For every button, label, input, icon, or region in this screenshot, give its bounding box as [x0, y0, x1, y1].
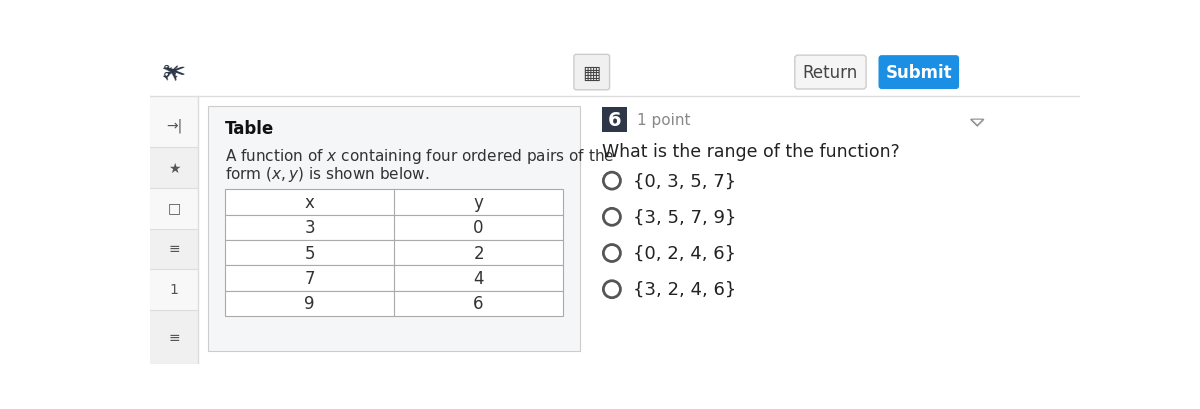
FancyBboxPatch shape	[574, 55, 610, 90]
Text: y: y	[474, 193, 484, 211]
Text: →|: →|	[166, 119, 182, 133]
Text: form $(x, y)$ is shown below.: form $(x, y)$ is shown below.	[226, 165, 430, 184]
Text: {3, 5, 7, 9}: {3, 5, 7, 9}	[632, 208, 737, 226]
FancyBboxPatch shape	[150, 270, 198, 310]
Text: 9: 9	[305, 295, 314, 313]
FancyBboxPatch shape	[878, 56, 959, 90]
FancyBboxPatch shape	[794, 56, 866, 90]
FancyBboxPatch shape	[150, 97, 198, 364]
Text: Table: Table	[226, 119, 275, 137]
Text: ≡: ≡	[168, 330, 180, 344]
Text: {3, 2, 4, 6}: {3, 2, 4, 6}	[632, 281, 736, 299]
Text: 7: 7	[305, 270, 314, 288]
FancyBboxPatch shape	[226, 291, 563, 317]
FancyBboxPatch shape	[150, 97, 198, 147]
Text: What is the range of the function?: What is the range of the function?	[602, 142, 900, 160]
Text: {0, 3, 5, 7}: {0, 3, 5, 7}	[632, 172, 736, 190]
FancyBboxPatch shape	[226, 266, 563, 291]
FancyBboxPatch shape	[150, 147, 198, 189]
Text: A function of $x$ containing four ordered pairs of the: A function of $x$ containing four ordere…	[226, 147, 614, 166]
FancyBboxPatch shape	[226, 240, 563, 266]
FancyBboxPatch shape	[226, 215, 563, 240]
Text: Submit: Submit	[886, 64, 952, 82]
FancyBboxPatch shape	[150, 310, 198, 364]
Text: ≡: ≡	[168, 242, 180, 256]
Text: 0: 0	[473, 219, 484, 237]
FancyBboxPatch shape	[226, 190, 563, 215]
Text: 4: 4	[473, 270, 484, 288]
Text: ✂: ✂	[163, 59, 186, 87]
Text: 5: 5	[305, 244, 314, 262]
Text: Return: Return	[803, 64, 858, 82]
Text: 3: 3	[305, 219, 314, 237]
Text: 6: 6	[607, 111, 622, 130]
Text: ✈: ✈	[157, 57, 190, 89]
Text: 2: 2	[473, 244, 484, 262]
Text: 1 point: 1 point	[637, 113, 691, 128]
Text: 6: 6	[473, 295, 484, 313]
Text: {0, 2, 4, 6}: {0, 2, 4, 6}	[632, 245, 736, 263]
Text: 1: 1	[169, 283, 179, 297]
Text: ⊿: ⊿	[964, 109, 988, 132]
FancyBboxPatch shape	[602, 108, 626, 133]
FancyBboxPatch shape	[150, 189, 198, 229]
FancyBboxPatch shape	[150, 49, 1080, 97]
FancyBboxPatch shape	[208, 107, 580, 351]
FancyBboxPatch shape	[150, 229, 198, 270]
Text: ▦: ▦	[582, 64, 601, 83]
Text: □: □	[168, 201, 180, 215]
Text: x: x	[305, 193, 314, 211]
Text: ★: ★	[168, 161, 180, 175]
